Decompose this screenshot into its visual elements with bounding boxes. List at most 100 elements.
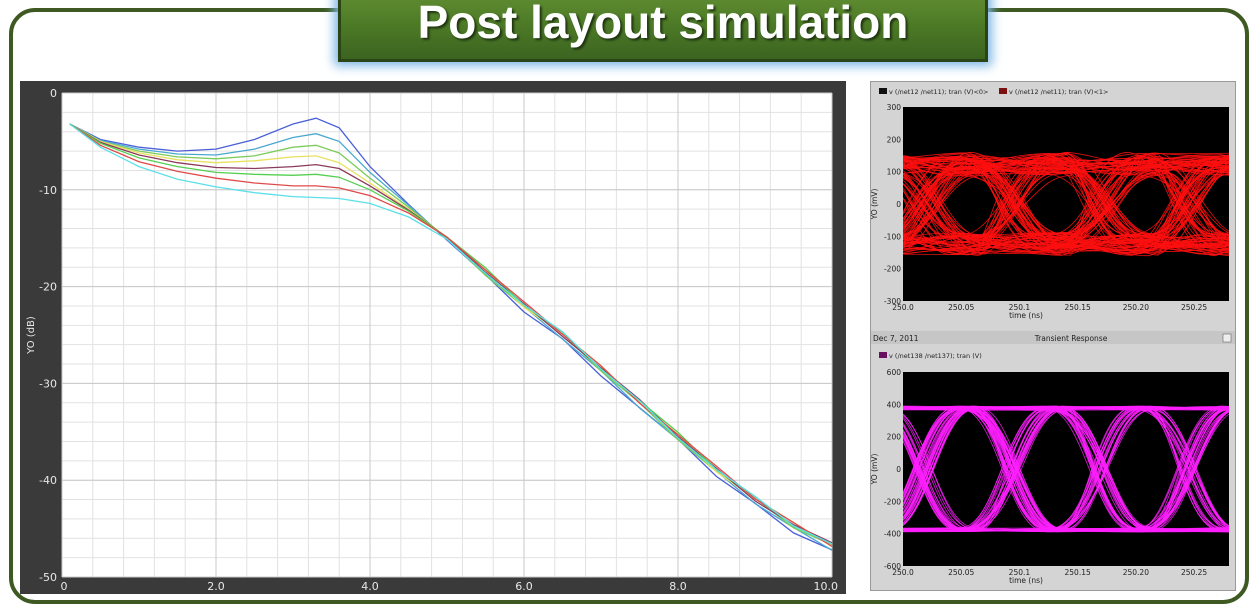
y-tick-label: -10 xyxy=(39,184,57,197)
y-tick-label: 200 xyxy=(887,135,902,144)
y-axis-label: YO (dB) xyxy=(26,316,37,355)
y-tick-label: -200 xyxy=(884,497,901,506)
eye-trace xyxy=(903,162,1229,255)
title-banner: Post layout simulation xyxy=(338,0,988,62)
eye-trace xyxy=(903,161,1229,256)
y-tick-label: -50 xyxy=(39,571,57,584)
x-tick-label: 0 xyxy=(61,580,68,593)
eye-diagram-panel: v (/net12 /net11); tran (V)<0> v (/net12 … xyxy=(870,81,1236,591)
eye-trace xyxy=(903,406,1229,531)
eye-traces xyxy=(903,405,1229,533)
x-axis-label: time (ns) xyxy=(1009,576,1043,585)
x-tick-label: 250.15 xyxy=(1065,568,1091,577)
eye-trace xyxy=(903,407,1229,530)
x-tick-label: 250.20 xyxy=(1123,568,1149,577)
y-axis-label: YO (mV) xyxy=(871,454,879,486)
eye-trace xyxy=(903,405,1229,532)
eye-trace xyxy=(903,406,1229,530)
y-tick-label: -100 xyxy=(884,232,901,241)
panel-expand-icon xyxy=(1222,333,1232,343)
eye-trace xyxy=(903,407,1229,530)
eye-trace xyxy=(903,151,1229,252)
eye-trace xyxy=(903,240,1229,252)
eye-trace xyxy=(903,413,1229,533)
legend-swatch xyxy=(999,88,1007,94)
y-tick-label: 100 xyxy=(887,168,902,177)
y-tick-label: 0 xyxy=(50,87,57,100)
y-tick-label: -40 xyxy=(39,474,57,487)
y-tick-label: -400 xyxy=(884,530,901,539)
eye-trace xyxy=(903,407,1229,530)
eye-trace xyxy=(903,156,1229,256)
x-tick-label: 250.0 xyxy=(892,303,914,312)
eye-trace xyxy=(903,160,1229,256)
panel-divider xyxy=(871,331,1235,344)
x-tick-label: 250.25 xyxy=(1181,303,1207,312)
series-line xyxy=(69,123,833,545)
legend-entry: v (/net12 /net11); tran (V)<1> xyxy=(1009,88,1109,96)
legend-entry: v (/net12 /net11); tran (V)<0> xyxy=(889,88,989,96)
x-tick-label: 250.1 xyxy=(1009,568,1031,577)
x-tick-label: 250.05 xyxy=(948,303,974,312)
eye-diagrams: v (/net12 /net11); tran (V)<0> v (/net12 … xyxy=(870,88,1235,585)
panel-date: Dec 7, 2011 xyxy=(873,334,919,343)
eye-trace xyxy=(903,182,1229,255)
y-tick-label: -20 xyxy=(39,281,57,294)
x-tick-label: 4.0 xyxy=(361,580,379,593)
eye-plot-area xyxy=(903,372,1229,566)
y-tick-label: 600 xyxy=(887,368,902,377)
y-tick-label: 200 xyxy=(887,433,902,442)
x-tick-label: 250.05 xyxy=(948,568,974,577)
x-tick-label: 6.0 xyxy=(515,580,533,593)
eye-trace xyxy=(903,151,1229,254)
x-tick-label: 250.25 xyxy=(1181,568,1207,577)
eye-trace xyxy=(903,407,1229,531)
eye-trace xyxy=(903,156,1229,251)
eye-trace xyxy=(903,155,1229,243)
y-tick-label: 400 xyxy=(887,400,902,409)
y-tick-label: 0 xyxy=(896,200,901,209)
eye-trace xyxy=(903,161,1229,236)
eye-trace xyxy=(903,172,1229,256)
y-tick-label: -200 xyxy=(884,265,901,274)
eye-trace xyxy=(903,159,1229,256)
x-tick-label: 250.1 xyxy=(1009,303,1031,312)
slide-title: Post layout simulation xyxy=(417,0,909,48)
eye-trace xyxy=(903,407,1229,530)
bode-plot-panel: 0 2.0 4.0 6.0 8.0 10.0 0 -10 -20 -30 -40 -50 YO (dB) xyxy=(20,81,846,594)
eye-trace xyxy=(903,406,1229,529)
eye-trace xyxy=(903,407,1229,531)
x-tick-label: 250.20 xyxy=(1123,303,1149,312)
eye-trace xyxy=(903,161,1229,238)
eye-trace xyxy=(903,155,1229,247)
eye-traces xyxy=(903,151,1229,257)
y-tick-label: -30 xyxy=(39,377,57,390)
x-axis-label: time (ns) xyxy=(1009,311,1043,320)
eye-trace xyxy=(903,153,1229,247)
eye-trace xyxy=(903,173,1229,252)
series-line xyxy=(69,123,833,547)
legend-entry: v (/net138 /net137); tran (V) xyxy=(889,352,982,360)
eye-trace xyxy=(903,158,1229,250)
y-tick-label: 0 xyxy=(896,465,901,474)
x-tick-label: 250.0 xyxy=(892,568,914,577)
y-tick-label: -600 xyxy=(884,562,901,571)
x-tick-label: 250.15 xyxy=(1065,303,1091,312)
bode-chart: 0 2.0 4.0 6.0 8.0 10.0 0 -10 -20 -30 -40 -50 YO (dB) xyxy=(26,87,839,593)
eye-trace xyxy=(903,161,1229,243)
legend-swatch xyxy=(879,352,887,358)
eye-trace xyxy=(903,153,1229,234)
eye-trace xyxy=(903,157,1229,256)
y-axis-label: YO (mV) xyxy=(871,189,879,221)
eye-trace xyxy=(903,156,1229,257)
eye-trace xyxy=(903,407,1229,533)
y-tick-label: -300 xyxy=(884,297,901,306)
eye-trace xyxy=(903,156,1229,244)
x-tick-label: 10.0 xyxy=(814,580,839,593)
y-tick-label: 300 xyxy=(887,103,902,112)
eye-trace xyxy=(903,157,1229,254)
eye-trace xyxy=(903,153,1229,176)
eye-trace xyxy=(903,155,1229,251)
eye-trace xyxy=(903,408,1229,529)
eye-trace xyxy=(903,410,1229,532)
